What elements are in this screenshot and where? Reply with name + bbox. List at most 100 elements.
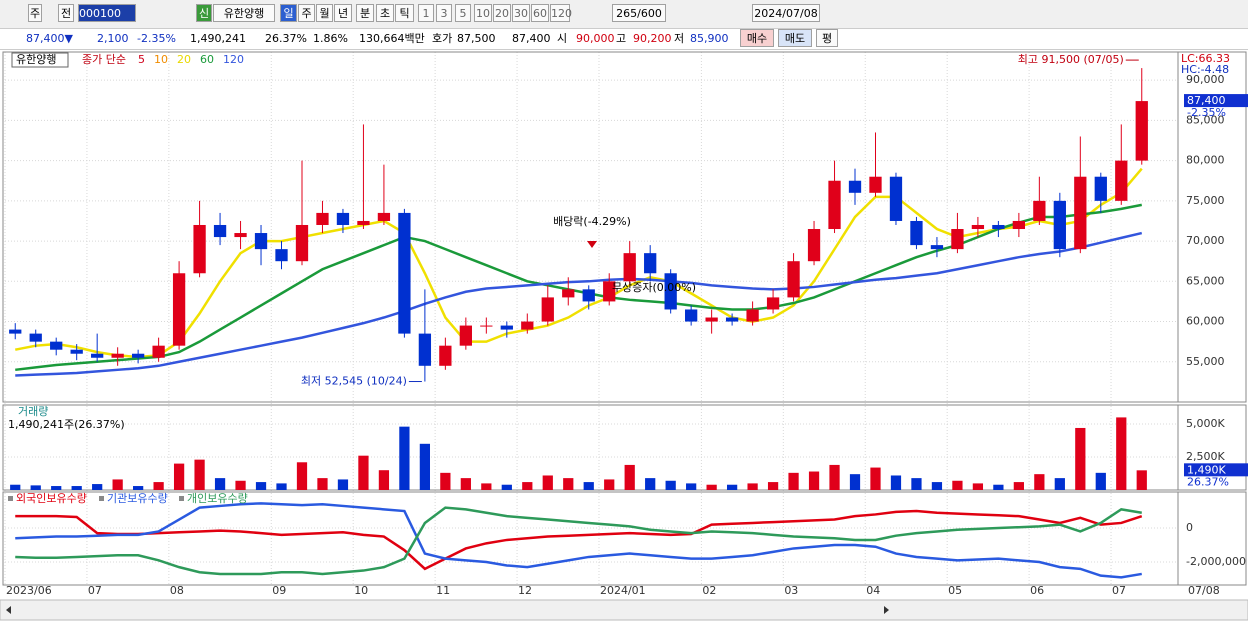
volume-bar bbox=[870, 467, 881, 490]
candle-body bbox=[951, 229, 964, 250]
volume-bar bbox=[296, 462, 308, 490]
candle-body bbox=[1135, 101, 1148, 161]
candle-body bbox=[172, 273, 186, 346]
toolbar-item[interactable]: 년 bbox=[334, 4, 352, 22]
candle-body bbox=[275, 249, 288, 262]
toolbar-item[interactable]: 265/600 bbox=[612, 4, 666, 22]
toolbar-item[interactable]: 1 bbox=[418, 4, 434, 22]
min-annotation: 최저 52,545 (10/24) bbox=[301, 375, 407, 388]
volume-bar bbox=[358, 455, 369, 490]
volume-bar bbox=[173, 463, 185, 490]
legend-item: 개인보유수량 bbox=[187, 492, 248, 505]
candle-body bbox=[910, 220, 923, 246]
toolbar-item[interactable]: 신 bbox=[196, 4, 212, 22]
y-tick-label: 90,000 bbox=[1186, 73, 1225, 86]
volume-bar bbox=[419, 443, 431, 490]
volume-bar bbox=[112, 479, 123, 490]
legend-title: 종가 단순 bbox=[82, 53, 126, 66]
candle-body bbox=[1053, 200, 1066, 250]
candle-body bbox=[869, 176, 882, 193]
candle-body bbox=[582, 289, 595, 302]
toolbar-item[interactable]: 전 bbox=[58, 4, 74, 22]
x-tick-label: 08 bbox=[170, 584, 184, 597]
volume-bar bbox=[1116, 417, 1127, 490]
candle-body bbox=[480, 325, 493, 327]
toolbar-item[interactable]: 120 bbox=[550, 4, 572, 22]
candle-body bbox=[316, 212, 329, 225]
candle-body bbox=[971, 224, 985, 230]
candle-body bbox=[664, 273, 677, 310]
toolbar-item[interactable]: 유한양행 bbox=[213, 4, 275, 22]
buy-button[interactable]: 매도 bbox=[778, 29, 812, 47]
volume-title: 거래량 bbox=[18, 405, 48, 418]
toolbar-item[interactable]: 주 bbox=[298, 4, 315, 22]
volume-bar bbox=[460, 478, 471, 490]
volume-bar bbox=[317, 478, 328, 490]
x-tick-label: 06 bbox=[1030, 584, 1044, 597]
legend-swatch bbox=[179, 496, 184, 501]
volume-bar bbox=[604, 479, 615, 490]
toolbar-item[interactable]: 10 bbox=[474, 4, 492, 22]
x-tick-label: 04 bbox=[866, 584, 880, 597]
lc-label: LC:66.33 bbox=[1181, 52, 1230, 65]
volume-bar bbox=[911, 478, 922, 490]
toolbar-item[interactable]: 월 bbox=[316, 4, 333, 22]
chart-background bbox=[0, 50, 1248, 621]
candle-body bbox=[439, 345, 452, 366]
scrollbar[interactable] bbox=[0, 599, 1248, 621]
volume-bar bbox=[808, 471, 820, 490]
candle-body bbox=[1074, 176, 1087, 250]
y-tick-label: 5,000K bbox=[1186, 417, 1225, 430]
toolbar-item[interactable]: 20 bbox=[493, 4, 511, 22]
toolbar-item[interactable]: 일 bbox=[280, 4, 297, 22]
candle-body bbox=[254, 233, 268, 250]
toolbar-item[interactable]: 초 bbox=[376, 4, 394, 22]
toolbar-item[interactable]: 주 bbox=[28, 4, 42, 22]
volume-bar bbox=[952, 480, 963, 490]
volume-bar bbox=[665, 480, 676, 490]
legend-swatch bbox=[99, 496, 104, 501]
toolbar-item[interactable]: 60 bbox=[531, 4, 549, 22]
x-tick-label: 2024/01 bbox=[600, 584, 646, 597]
quote-item: 1.86% bbox=[313, 32, 348, 45]
volume-bar bbox=[235, 480, 246, 490]
scroll-left bbox=[6, 606, 11, 614]
volume-bar bbox=[931, 482, 943, 490]
toolbar-item[interactable]: 30 bbox=[512, 4, 530, 22]
quote-item: 85,900 bbox=[690, 32, 729, 45]
quote-item: 87,500 bbox=[457, 32, 496, 45]
toolbar-item[interactable]: 3 bbox=[436, 4, 452, 22]
order-button[interactable]: 평 bbox=[816, 29, 838, 47]
x-tick-label: 07 bbox=[88, 584, 102, 597]
legend-item: 기관보유수량 bbox=[107, 492, 168, 505]
max-annotation: 최고 91,500 (07/05) bbox=[1018, 53, 1124, 66]
volume-bar bbox=[1054, 478, 1065, 490]
last-change-label: -2.35% bbox=[1187, 106, 1226, 119]
toolbar-item[interactable]: 5 bbox=[455, 4, 471, 22]
toolbar-item[interactable]: 틱 bbox=[395, 4, 414, 22]
candle-body bbox=[152, 345, 165, 358]
y-tick-label: -2,000,000 bbox=[1186, 555, 1246, 568]
quote-item: 호가 bbox=[432, 32, 453, 45]
stock-name: 유한양행 bbox=[16, 53, 56, 66]
toolbar-item[interactable]: 2024/07/08 bbox=[752, 4, 820, 22]
volume-bar bbox=[583, 482, 594, 490]
x-tick-label: 11 bbox=[436, 584, 450, 597]
x-tick-label: 05 bbox=[948, 584, 962, 597]
sell-button[interactable]: 매수 bbox=[740, 29, 774, 47]
volume-bar bbox=[399, 426, 410, 490]
y-tick-label: 65,000 bbox=[1186, 274, 1225, 287]
event-annotation: 배당락(-4.29%) bbox=[553, 215, 631, 228]
volume-bar bbox=[767, 482, 779, 490]
candle-body bbox=[1094, 176, 1107, 201]
chart: 2023/06 07 08 09 10 11 12 2024/01 02 03 04 05 06 07 07… bbox=[0, 50, 1248, 621]
x-tick-label: 2023/06 bbox=[6, 584, 52, 597]
candle-body bbox=[1012, 220, 1026, 230]
event-annotation: 무상증자(0.00%) bbox=[612, 281, 696, 294]
volume-bar bbox=[1095, 472, 1106, 490]
y-tick-label: 2,500K bbox=[1186, 450, 1225, 463]
volume-bar bbox=[337, 479, 349, 490]
toolbar-item[interactable]: 분 bbox=[356, 4, 374, 22]
quote-item: 고 bbox=[616, 32, 627, 45]
toolbar-item[interactable]: 000100 bbox=[78, 4, 136, 22]
